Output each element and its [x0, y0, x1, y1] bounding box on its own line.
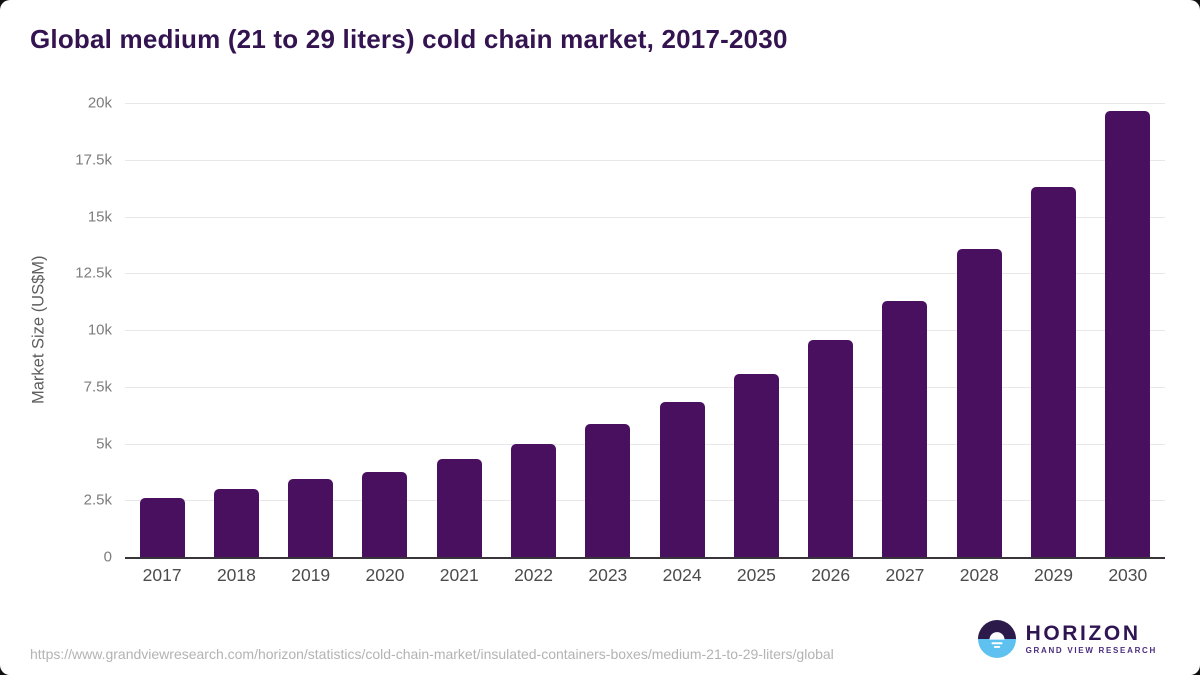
gridline — [125, 273, 1165, 275]
plot-area — [125, 103, 1165, 559]
bar-column — [868, 103, 942, 557]
horizon-sun-icon — [977, 620, 1016, 658]
logo-text: HORIZON GRAND VIEW RESEARCH — [1026, 623, 1157, 655]
bar-column — [125, 103, 199, 557]
bar-column — [571, 103, 645, 557]
chart-title: Global medium (21 to 29 liters) cold cha… — [30, 24, 788, 54]
bar-column — [942, 103, 1016, 557]
x-tick-label: 2025 — [736, 565, 776, 585]
bar-2023[interactable] — [585, 424, 631, 557]
gridline — [125, 103, 1165, 104]
x-tick-label: 2023 — [588, 565, 628, 585]
y-tick-label: 0 — [103, 548, 112, 566]
bar-column — [348, 103, 422, 557]
logo-subtitle: GRAND VIEW RESEARCH — [1025, 646, 1157, 655]
bar-column — [1091, 103, 1165, 557]
bar-2017[interactable] — [139, 497, 185, 557]
x-tick-label: 2027 — [885, 565, 925, 585]
gridline — [125, 159, 1165, 161]
y-tick-label: 17.5k — [75, 151, 112, 169]
y-axis-tick-labels: 20k 17.5k 15k 12.5k 10k 7.5k 5k 2.5k 0 — [0, 95, 112, 566]
y-tick-label: 12.5k — [75, 264, 112, 282]
gridline — [125, 386, 1165, 388]
x-axis-tick-labels: 2017 2018 2019 2020 2021 2022 2023 2024 2025 2026… — [125, 565, 1165, 586]
x-tick-label: 2018 — [216, 565, 256, 585]
y-tick-label: 15k — [87, 208, 112, 225]
bar-column — [199, 103, 273, 557]
bar-2021[interactable] — [436, 459, 482, 557]
logo-name: HORIZON — [1025, 622, 1141, 645]
bar-2022[interactable] — [511, 443, 557, 557]
bar-2028[interactable] — [956, 249, 1002, 557]
gridline — [125, 216, 1165, 218]
bar-2030[interactable] — [1105, 110, 1151, 557]
y-tick-label: 7.5k — [83, 378, 112, 396]
x-tick-label: 2028 — [959, 565, 999, 585]
x-tick-label: 2017 — [142, 565, 182, 585]
horizon-logo[interactable]: HORIZON GRAND VIEW RESEARCH — [977, 620, 1157, 658]
bar-column — [274, 103, 348, 557]
x-tick-label: 2030 — [1108, 565, 1148, 585]
bar-2026[interactable] — [808, 340, 854, 557]
bar-2020[interactable] — [362, 471, 408, 557]
x-tick-label: 2022 — [514, 565, 554, 585]
x-tick-label: 2021 — [439, 565, 479, 585]
bar-2027[interactable] — [882, 300, 928, 557]
bar-column — [645, 103, 719, 557]
bar-column — [422, 103, 496, 557]
gridline — [125, 443, 1165, 445]
bar-column — [719, 103, 793, 557]
y-tick-label: 10k — [87, 321, 112, 339]
y-tick-label: 5k — [96, 435, 112, 452]
source-url: https://www.grandviewresearch.com/horizo… — [30, 646, 834, 662]
bar-2024[interactable] — [659, 401, 705, 557]
x-tick-label: 2019 — [291, 565, 331, 585]
x-tick-label: 2024 — [662, 565, 702, 585]
bar-2019[interactable] — [288, 478, 334, 557]
bar-column — [794, 103, 868, 557]
bar-column — [496, 103, 570, 557]
bar-column — [1016, 103, 1090, 557]
y-tick-label: 2.5k — [83, 491, 112, 509]
x-tick-label: 2020 — [365, 565, 405, 585]
bar-2018[interactable] — [213, 488, 259, 557]
bar-2025[interactable] — [733, 374, 779, 557]
x-tick-label: 2029 — [1034, 565, 1073, 585]
gridline — [125, 500, 1165, 502]
gridline — [125, 330, 1165, 331]
x-tick-label: 2026 — [811, 565, 851, 585]
bar-series — [125, 103, 1165, 557]
y-tick-label: 20k — [87, 94, 112, 112]
bar-2029[interactable] — [1031, 187, 1077, 557]
